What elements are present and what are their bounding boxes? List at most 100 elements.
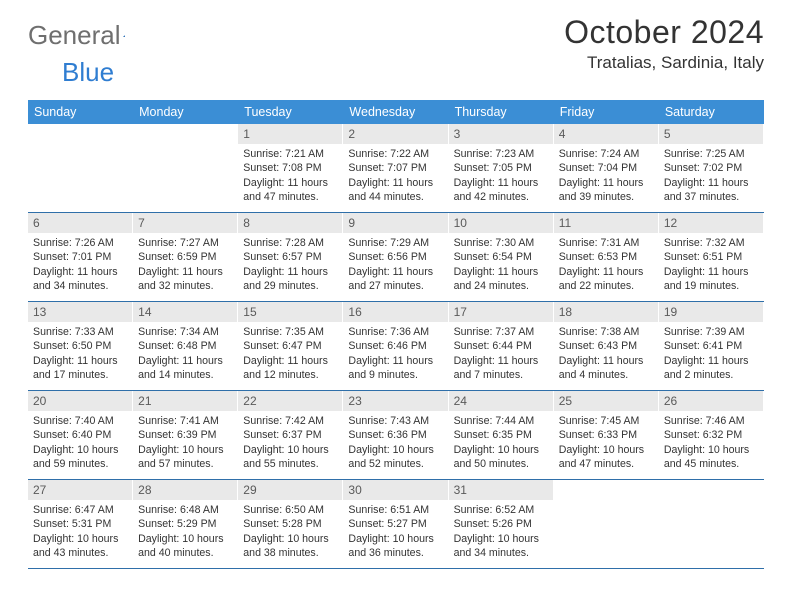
day-cell-26: 26Sunrise: 7:46 AMSunset: 6:32 PMDayligh… [659,391,764,479]
day-number: 8 [238,213,342,233]
day-number: 19 [659,302,763,322]
day-cell-1: 1Sunrise: 7:21 AMSunset: 7:08 PMDaylight… [238,124,343,212]
day-cell-18: 18Sunrise: 7:38 AMSunset: 6:43 PMDayligh… [554,302,659,390]
logo: General [28,20,143,51]
day-details: Sunrise: 7:22 AMSunset: 7:07 PMDaylight:… [343,144,447,206]
day-details: Sunrise: 7:27 AMSunset: 6:59 PMDaylight:… [133,233,237,295]
day-details: Sunrise: 7:40 AMSunset: 6:40 PMDaylight:… [28,411,132,473]
day-number: 31 [449,480,553,500]
day-cell-21: 21Sunrise: 7:41 AMSunset: 6:39 PMDayligh… [133,391,238,479]
day-details: Sunrise: 7:25 AMSunset: 7:02 PMDaylight:… [659,144,763,206]
day-number: 9 [343,213,447,233]
day-cell-31: 31Sunrise: 6:52 AMSunset: 5:26 PMDayligh… [449,480,554,568]
day-details: Sunrise: 7:21 AMSunset: 7:08 PMDaylight:… [238,144,342,206]
day-number: 6 [28,213,132,233]
day-cell-25: 25Sunrise: 7:45 AMSunset: 6:33 PMDayligh… [554,391,659,479]
empty-cell [554,480,659,568]
day-number: 7 [133,213,237,233]
day-details: Sunrise: 7:42 AMSunset: 6:37 PMDaylight:… [238,411,342,473]
dayhead-thursday: Thursday [449,100,554,124]
day-details: Sunrise: 7:31 AMSunset: 6:53 PMDaylight:… [554,233,658,295]
month-title: October 2024 [564,14,764,51]
day-cell-4: 4Sunrise: 7:24 AMSunset: 7:04 PMDaylight… [554,124,659,212]
row-separator [28,568,764,569]
day-number: 24 [449,391,553,411]
day-cell-17: 17Sunrise: 7:37 AMSunset: 6:44 PMDayligh… [449,302,554,390]
day-number: 5 [659,124,763,144]
day-number: 11 [554,213,658,233]
day-cell-13: 13Sunrise: 7:33 AMSunset: 6:50 PMDayligh… [28,302,133,390]
dayhead-monday: Monday [133,100,238,124]
day-details: Sunrise: 6:52 AMSunset: 5:26 PMDaylight:… [449,500,553,562]
day-number: 12 [659,213,763,233]
day-details: Sunrise: 6:50 AMSunset: 5:28 PMDaylight:… [238,500,342,562]
day-number: 15 [238,302,342,322]
day-cell-7: 7Sunrise: 7:27 AMSunset: 6:59 PMDaylight… [133,213,238,301]
day-number: 30 [343,480,447,500]
day-number: 26 [659,391,763,411]
day-cell-16: 16Sunrise: 7:36 AMSunset: 6:46 PMDayligh… [343,302,448,390]
day-number: 17 [449,302,553,322]
day-details: Sunrise: 7:39 AMSunset: 6:41 PMDaylight:… [659,322,763,384]
day-details: Sunrise: 7:23 AMSunset: 7:05 PMDaylight:… [449,144,553,206]
day-cell-28: 28Sunrise: 6:48 AMSunset: 5:29 PMDayligh… [133,480,238,568]
day-details: Sunrise: 7:44 AMSunset: 6:35 PMDaylight:… [449,411,553,473]
logo-triangle-icon [123,27,125,45]
day-cell-22: 22Sunrise: 7:42 AMSunset: 6:37 PMDayligh… [238,391,343,479]
dayhead-saturday: Saturday [659,100,764,124]
day-number: 20 [28,391,132,411]
day-number: 18 [554,302,658,322]
day-details: Sunrise: 6:47 AMSunset: 5:31 PMDaylight:… [28,500,132,562]
day-details: Sunrise: 7:46 AMSunset: 6:32 PMDaylight:… [659,411,763,473]
day-number: 28 [133,480,237,500]
day-number: 4 [554,124,658,144]
day-number: 23 [343,391,447,411]
logo-word-general: General [28,20,121,51]
day-cell-24: 24Sunrise: 7:44 AMSunset: 6:35 PMDayligh… [449,391,554,479]
day-cell-6: 6Sunrise: 7:26 AMSunset: 7:01 PMDaylight… [28,213,133,301]
day-cell-11: 11Sunrise: 7:31 AMSunset: 6:53 PMDayligh… [554,213,659,301]
day-cell-20: 20Sunrise: 7:40 AMSunset: 6:40 PMDayligh… [28,391,133,479]
dayhead-friday: Friday [554,100,659,124]
day-cell-30: 30Sunrise: 6:51 AMSunset: 5:27 PMDayligh… [343,480,448,568]
day-cell-9: 9Sunrise: 7:29 AMSunset: 6:56 PMDaylight… [343,213,448,301]
day-details: Sunrise: 6:48 AMSunset: 5:29 PMDaylight:… [133,500,237,562]
day-details: Sunrise: 7:36 AMSunset: 6:46 PMDaylight:… [343,322,447,384]
day-cell-3: 3Sunrise: 7:23 AMSunset: 7:05 PMDaylight… [449,124,554,212]
day-number: 14 [133,302,237,322]
day-details: Sunrise: 7:33 AMSunset: 6:50 PMDaylight:… [28,322,132,384]
day-details: Sunrise: 7:43 AMSunset: 6:36 PMDaylight:… [343,411,447,473]
day-number: 3 [449,124,553,144]
day-cell-5: 5Sunrise: 7:25 AMSunset: 7:02 PMDaylight… [659,124,764,212]
empty-cell [28,124,133,212]
day-details: Sunrise: 7:26 AMSunset: 7:01 PMDaylight:… [28,233,132,295]
day-details: Sunrise: 7:24 AMSunset: 7:04 PMDaylight:… [554,144,658,206]
day-cell-8: 8Sunrise: 7:28 AMSunset: 6:57 PMDaylight… [238,213,343,301]
dayhead-wednesday: Wednesday [343,100,448,124]
day-number: 27 [28,480,132,500]
day-details: Sunrise: 7:38 AMSunset: 6:43 PMDaylight:… [554,322,658,384]
day-details: Sunrise: 7:28 AMSunset: 6:57 PMDaylight:… [238,233,342,295]
dayhead-sunday: Sunday [28,100,133,124]
day-cell-29: 29Sunrise: 6:50 AMSunset: 5:28 PMDayligh… [238,480,343,568]
day-number: 29 [238,480,342,500]
day-details: Sunrise: 7:41 AMSunset: 6:39 PMDaylight:… [133,411,237,473]
day-number: 21 [133,391,237,411]
calendar-grid: SundayMondayTuesdayWednesdayThursdayFrid… [28,100,764,569]
day-cell-19: 19Sunrise: 7:39 AMSunset: 6:41 PMDayligh… [659,302,764,390]
empty-cell [133,124,238,212]
logo-word-blue: Blue [62,57,114,87]
day-details: Sunrise: 7:37 AMSunset: 6:44 PMDaylight:… [449,322,553,384]
dayhead-tuesday: Tuesday [238,100,343,124]
day-number: 1 [238,124,342,144]
day-details: Sunrise: 7:32 AMSunset: 6:51 PMDaylight:… [659,233,763,295]
day-details: Sunrise: 6:51 AMSunset: 5:27 PMDaylight:… [343,500,447,562]
empty-cell [659,480,764,568]
day-cell-2: 2Sunrise: 7:22 AMSunset: 7:07 PMDaylight… [343,124,448,212]
day-details: Sunrise: 7:35 AMSunset: 6:47 PMDaylight:… [238,322,342,384]
day-cell-12: 12Sunrise: 7:32 AMSunset: 6:51 PMDayligh… [659,213,764,301]
day-details: Sunrise: 7:30 AMSunset: 6:54 PMDaylight:… [449,233,553,295]
day-number: 2 [343,124,447,144]
day-number: 22 [238,391,342,411]
day-number: 13 [28,302,132,322]
